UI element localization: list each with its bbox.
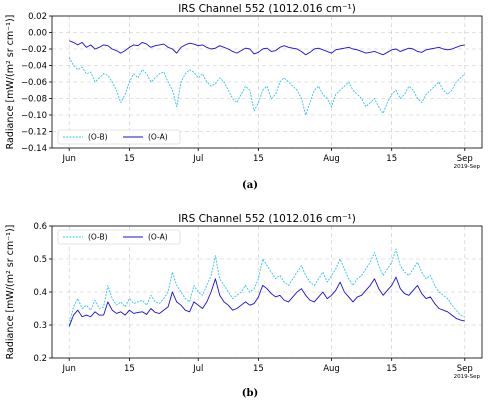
y-tick-label: −0.02 (21, 45, 47, 55)
x-offset-label: 2019-Sep (454, 164, 481, 170)
legend-label: (O-B) (88, 233, 108, 242)
x-tick-label: 15 (124, 154, 135, 164)
y-tick-label: 0.02 (28, 12, 47, 22)
y-tick-label: 0.00 (28, 29, 47, 39)
y-tick-label: 0.3 (33, 321, 47, 331)
y-tick-label: −0.04 (21, 62, 47, 72)
x-tick-label: Sep (457, 154, 473, 164)
legend-label: (O-A) (148, 133, 168, 142)
x-tick-label: 15 (253, 154, 264, 164)
chart-title: IRS Channel 552 (1012.016 cm⁻¹) (178, 3, 356, 15)
y-tick-label: 0.2 (33, 354, 47, 364)
y-tick-label: −0.10 (21, 111, 47, 121)
y-tick-label: −0.14 (21, 144, 47, 154)
x-tick-label: Jul (192, 364, 203, 374)
x-tick-label: Jul (192, 154, 203, 164)
y-tick-label: −0.06 (21, 78, 47, 88)
series-line-o-b (68, 248, 465, 326)
legend-label: (O-B) (88, 133, 108, 142)
x-tick-label: 15 (386, 364, 397, 374)
y-axis-label: Radiance [mW/(m² sr cm⁻¹)] (5, 15, 16, 150)
series-line-o-a (68, 276, 465, 327)
y-tick-label: 0.6 (33, 222, 47, 232)
x-tick-label: 15 (253, 364, 264, 374)
figure-caption: (a) (242, 180, 258, 191)
y-axis-label: Radiance [mW/(m² sr cm⁻¹)] (5, 225, 16, 360)
x-tick-label: Jun (62, 154, 76, 164)
chart-title: IRS Channel 552 (1012.016 cm⁻¹) (178, 213, 356, 225)
chart-panel-a: −0.14 −0.12 −0.10 −0.08 −0.06 −0.04 −0.02 0.00 0… (5, 3, 483, 191)
x-tick-label: 15 (386, 154, 397, 164)
chart-panel-b: 0.2 0.3 0.4 0.5 0.6 Jun 15 Jul 15 Aug 15 Sep2019-Se… (5, 213, 483, 399)
legend-label: (O-A) (148, 233, 168, 242)
series-line-o-b (68, 57, 466, 116)
x-offset-label: 2019-Sep (454, 374, 481, 380)
y-tick-label: 0.5 (33, 255, 47, 265)
y-tick-label: −0.08 (21, 95, 47, 105)
y-tick-label: −0.12 (21, 128, 47, 138)
figure-caption: (b) (242, 388, 258, 399)
x-tick-label: 15 (124, 364, 135, 374)
x-tick-label: Aug (323, 364, 340, 374)
x-tick-label: Aug (323, 154, 340, 164)
y-tick-label: 0.4 (33, 288, 47, 298)
series-line-o-a (69, 40, 465, 56)
x-tick-label: Sep (457, 364, 473, 374)
legend-box (57, 229, 181, 245)
x-tick-label: Jun (62, 364, 76, 374)
legend-box (57, 129, 181, 145)
